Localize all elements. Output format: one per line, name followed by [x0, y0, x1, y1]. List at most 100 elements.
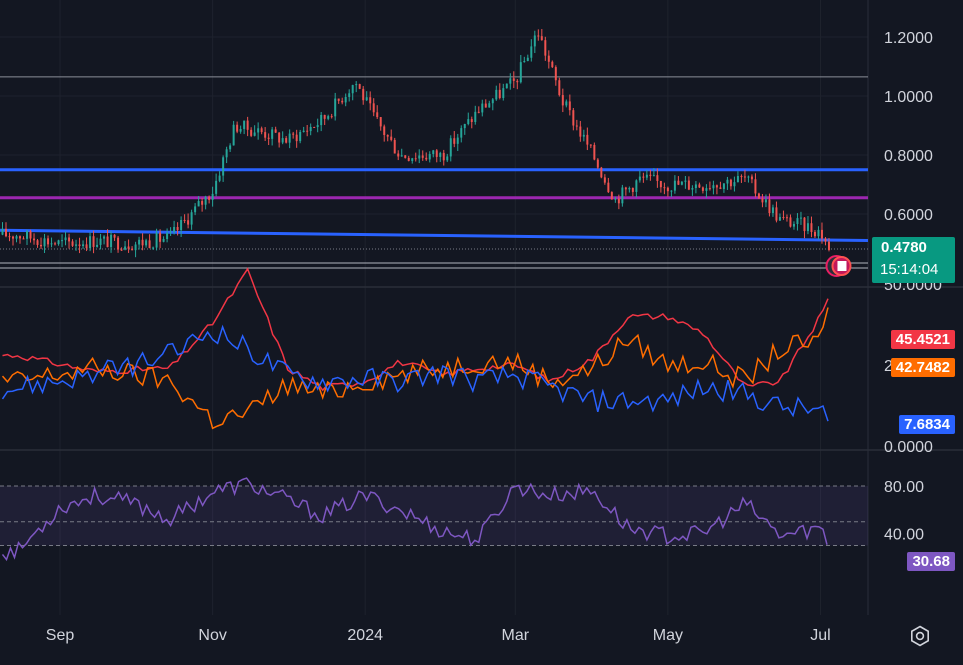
candle: [379, 117, 382, 127]
candle: [208, 196, 211, 200]
dmi-indicator-pane: [1, 267, 829, 430]
candle: [96, 244, 99, 247]
candle: [82, 244, 85, 247]
candle: [288, 133, 291, 143]
candle: [309, 127, 312, 132]
candle: [677, 180, 680, 185]
candle: [533, 35, 536, 47]
candle: [145, 240, 148, 246]
candle: [453, 138, 456, 144]
candle: [600, 167, 603, 178]
candle: [292, 133, 295, 135]
candle: [631, 187, 634, 192]
candle: [19, 236, 22, 239]
candle: [278, 132, 281, 143]
candle: [547, 55, 550, 62]
candle: [666, 187, 669, 192]
candle: [57, 240, 60, 245]
candle: [355, 84, 358, 86]
candle: [253, 132, 256, 136]
candle: [215, 180, 218, 194]
candle: [369, 97, 372, 104]
candle: [540, 36, 543, 41]
candle: [190, 212, 193, 225]
candle: [635, 180, 638, 192]
candle: [169, 231, 172, 233]
candle: [775, 207, 778, 221]
candle: [607, 182, 610, 193]
candle: [551, 61, 554, 68]
trend-line-3: [0, 228, 869, 243]
candle: [432, 150, 435, 155]
candle: [558, 80, 561, 96]
candle: [183, 220, 186, 222]
candle: [519, 62, 522, 83]
candle: [92, 236, 95, 247]
candle: [257, 128, 260, 133]
candle: [348, 93, 351, 97]
candle: [390, 136, 393, 140]
candle: [575, 125, 578, 127]
candle: [362, 88, 365, 101]
candle: [502, 88, 505, 99]
candle: [302, 130, 305, 133]
rsi-indicator-pane: [0, 477, 868, 562]
candle: [71, 241, 74, 246]
candle: [152, 247, 155, 249]
candle: [148, 240, 151, 249]
candle: [526, 57, 529, 61]
candle: [330, 116, 333, 118]
candle: [610, 192, 613, 200]
candle: [344, 96, 347, 103]
candle: [712, 185, 715, 189]
rsi-line: [1, 477, 828, 562]
candle: [701, 187, 704, 191]
candle: [488, 103, 491, 108]
rsi-band-background: [0, 486, 868, 546]
time-tick-label: Jul: [810, 627, 830, 644]
candle: [271, 129, 274, 139]
candle: [484, 103, 487, 108]
candle: [411, 158, 414, 161]
candle: [229, 145, 232, 150]
price-axis: 1.20001.00000.80000.600050.000025.00000.…: [884, 30, 942, 544]
candle: [418, 155, 421, 159]
candle: [572, 110, 575, 126]
candle: [113, 234, 116, 238]
candle: [446, 156, 449, 161]
candle: [400, 155, 403, 157]
candle: [425, 157, 428, 160]
candle: [131, 248, 134, 251]
candle: [523, 60, 526, 63]
candle: [467, 119, 470, 125]
candle: [638, 176, 641, 181]
candle: [491, 99, 494, 104]
candle: [68, 237, 71, 242]
candle: [64, 237, 67, 241]
candle: [698, 184, 701, 188]
candle: [435, 150, 438, 157]
candle: [796, 218, 799, 224]
candle: [652, 175, 655, 177]
settings-icon[interactable]: [908, 624, 932, 648]
candle: [29, 231, 32, 239]
candle: [722, 183, 725, 189]
candle: [36, 240, 39, 245]
candle: [180, 220, 183, 231]
candle: [645, 174, 648, 178]
candle: [243, 120, 246, 129]
candle: [817, 229, 820, 237]
candle: [376, 112, 379, 118]
candle: [516, 80, 519, 83]
price-tick-label: 0.6000: [884, 207, 933, 224]
rsi-value-tag: 30.68: [907, 552, 955, 571]
time-tick-label: 2024: [347, 627, 383, 644]
price-tick-label: 1.0000: [884, 89, 933, 106]
candle: [736, 176, 739, 183]
candle: [341, 100, 344, 103]
candle: [579, 126, 582, 137]
candle: [120, 249, 123, 251]
candle: [194, 206, 197, 213]
time-tick-label: Sep: [46, 627, 75, 644]
